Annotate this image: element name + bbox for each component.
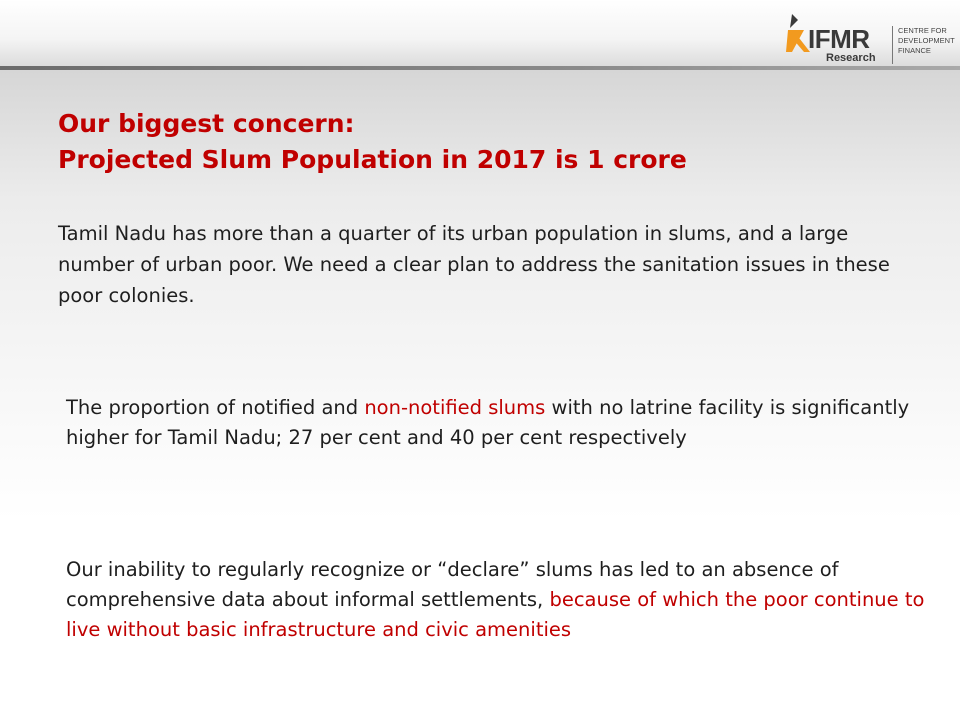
highlighted-text: because of which the poor continue to li… <box>66 588 925 641</box>
logo-brand-text: IFMR <box>808 24 870 54</box>
header-divider <box>0 66 960 70</box>
paragraph-latrine-facility: The proportion of notified and non-notif… <box>66 393 916 453</box>
logo-centre-line: CENTRE FOR <box>898 26 947 35</box>
paragraph-text: The proportion of notified and <box>66 396 365 419</box>
slide-title-line-1: Our biggest concern: <box>58 109 355 138</box>
logo-sub-text: Research <box>826 52 876 64</box>
paragraph-text: Our inability to regularly recognize or … <box>66 558 839 611</box>
paragraph-text: with no latrine facility is significantl… <box>66 396 910 449</box>
paragraph-urban-population: Tamil Nadu has more than a quarter of it… <box>58 222 890 307</box>
ifmr-logo: IFMR Research CENTRE FOR DEVELOPMENT FIN… <box>784 12 955 64</box>
logo-centre-text: CENTRE FOR DEVELOPMENT FINANCE <box>898 26 955 56</box>
highlighted-text: non-notified slums <box>364 396 546 419</box>
logo-centre-line: FINANCE <box>898 46 931 55</box>
ifmr-logo-mark-icon <box>786 14 810 52</box>
logo-separator <box>892 26 893 64</box>
logo-centre-line: DEVELOPMENT <box>898 36 955 45</box>
paragraph-slum-recognition: Our inability to regularly recognize or … <box>66 555 936 645</box>
slide-title-line-2: Projected Slum Population in 2017 is 1 c… <box>58 145 687 174</box>
slide-title: Our biggest concern: Projected Slum Popu… <box>58 106 918 178</box>
